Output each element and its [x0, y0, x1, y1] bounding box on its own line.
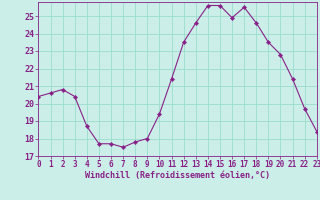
- X-axis label: Windchill (Refroidissement éolien,°C): Windchill (Refroidissement éolien,°C): [85, 171, 270, 180]
